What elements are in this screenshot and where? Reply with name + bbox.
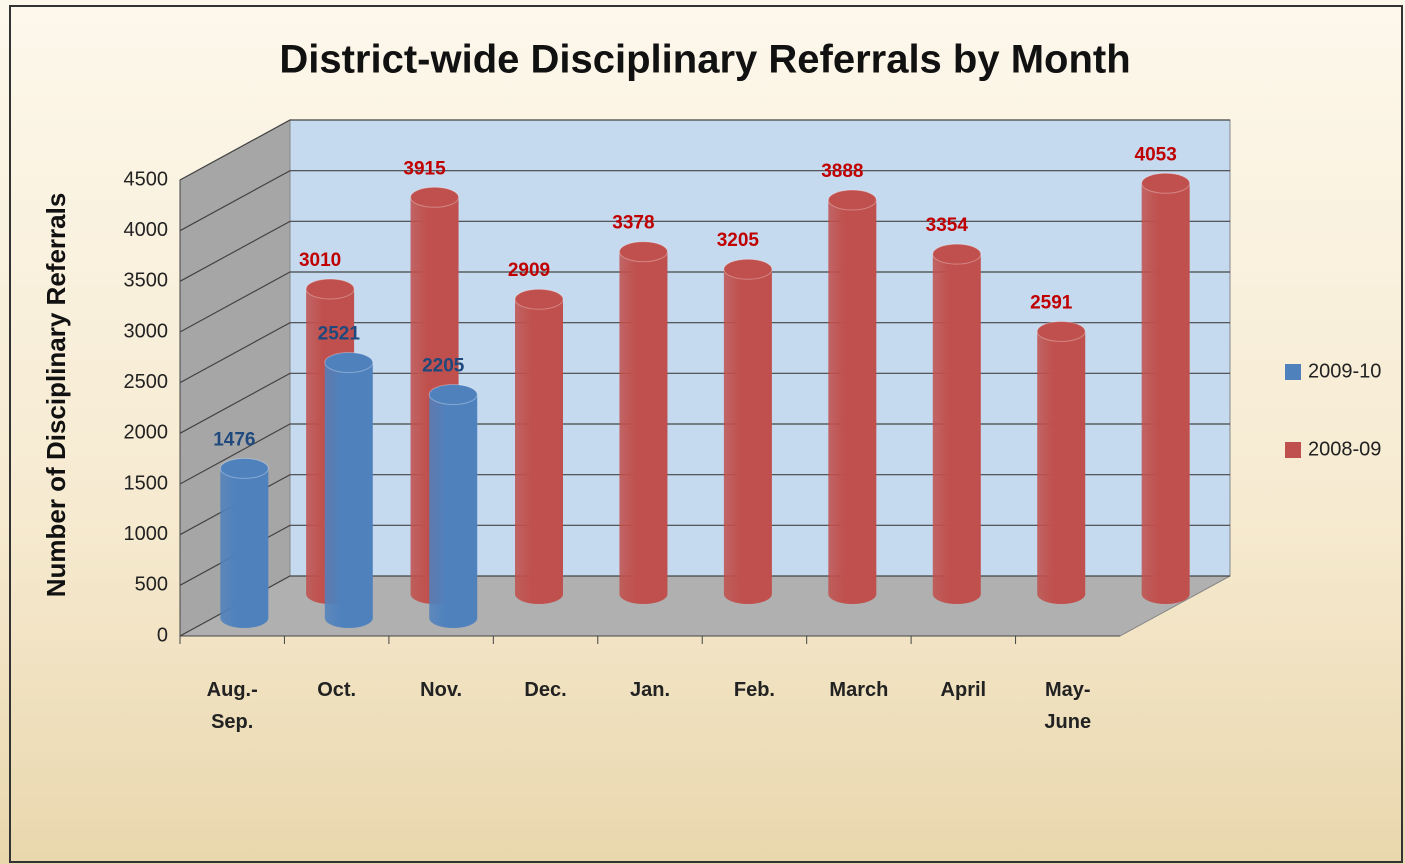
bar-top <box>428 384 478 406</box>
value-label: 2521 <box>318 324 361 345</box>
grid-line <box>179 575 1230 637</box>
y-tick-label: 1000 <box>124 523 169 545</box>
x-tick-label: May-June <box>1044 679 1092 733</box>
y-tick-label: 2500 <box>124 371 169 393</box>
value-label: 2591 <box>1030 292 1073 313</box>
legend-swatch <box>1285 364 1301 380</box>
grid-line <box>179 524 1230 586</box>
x-tick-label: Dec. <box>524 679 567 701</box>
legend-label: 2008-09 <box>1308 438 1381 460</box>
value-label: 3010 <box>299 250 341 271</box>
bar <box>1141 172 1191 604</box>
value-label: 3378 <box>612 213 654 234</box>
grid-line <box>179 119 1230 181</box>
bar <box>428 384 478 628</box>
bar-top <box>410 186 460 208</box>
bar <box>219 457 269 628</box>
value-label: 3888 <box>821 161 863 182</box>
bar-body <box>1037 331 1086 604</box>
bar-body <box>429 394 478 628</box>
x-tick-label: Aug.-Sep. <box>206 679 258 733</box>
bar-body <box>1141 183 1190 604</box>
legend-swatch <box>1285 442 1301 458</box>
x-tick-label: Oct. <box>317 679 357 701</box>
bar <box>514 288 564 604</box>
bar-body <box>828 200 877 605</box>
x-tick-label: March <box>829 679 889 701</box>
y-tick-label: 2000 <box>124 422 169 444</box>
frame <box>9 5 1403 863</box>
bar-top <box>219 457 269 479</box>
bar <box>827 189 877 605</box>
bar-body <box>723 269 772 604</box>
grid-line <box>179 322 1230 384</box>
y-tick-label: 500 <box>135 574 168 596</box>
y-tick-label: 4000 <box>124 219 169 241</box>
bar-top <box>305 278 355 300</box>
y-tick-label: 1500 <box>124 472 169 494</box>
value-label: 3354 <box>926 215 969 236</box>
grid-line <box>179 474 1230 536</box>
bar <box>1036 320 1086 604</box>
grid-line <box>179 170 1230 232</box>
y-tick-label: 3500 <box>124 270 169 292</box>
x-tick-label: April <box>940 679 987 701</box>
bar-top <box>1141 172 1191 194</box>
y-axis-label: Number of Disciplinary Referrals <box>41 193 71 598</box>
bar-body <box>932 254 981 605</box>
grid-line <box>179 423 1230 485</box>
bar <box>618 241 668 605</box>
value-label: 2205 <box>422 356 465 377</box>
value-label: 4053 <box>1135 144 1177 165</box>
y-tick-label: 0 <box>157 624 168 646</box>
value-label: 3205 <box>717 230 760 251</box>
value-label: 3915 <box>403 158 446 179</box>
bar-top <box>618 241 668 263</box>
bar-top <box>932 243 982 265</box>
bar-top <box>324 352 374 374</box>
legend-label: 2009-10 <box>1308 360 1381 382</box>
bar-top <box>723 258 773 280</box>
bar <box>932 243 982 605</box>
value-label: 1476 <box>213 429 255 450</box>
x-tick-label: Feb. <box>733 679 775 701</box>
value-label: 2909 <box>508 260 550 281</box>
grid-line <box>179 220 1230 282</box>
bar-body <box>220 468 269 628</box>
y-tick-label: 3000 <box>124 320 169 342</box>
bar-top <box>827 189 877 211</box>
bar <box>723 258 773 604</box>
bar-body <box>324 362 373 628</box>
y-tick-label: 4500 <box>124 168 169 190</box>
bar-body <box>619 251 668 605</box>
bar-body <box>515 299 563 604</box>
x-tick-label: Nov. <box>420 679 463 701</box>
bar-top <box>514 288 564 310</box>
chart-title: District-wide Disciplinary Referrals by … <box>279 38 1130 82</box>
grid-line <box>179 372 1230 434</box>
x-tick-label: Jan. <box>629 679 671 701</box>
grid-line <box>179 271 1230 333</box>
bar-top <box>1036 320 1086 342</box>
bar <box>324 352 374 628</box>
